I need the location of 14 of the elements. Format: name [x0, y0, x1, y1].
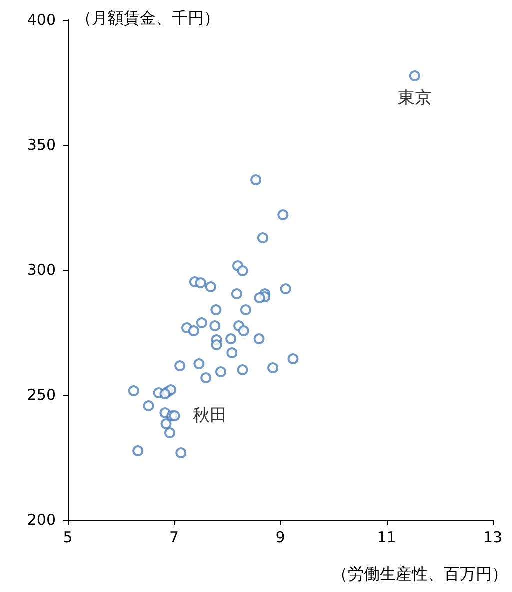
y-tick-label: 250 [27, 386, 56, 404]
y-tick-label: 350 [27, 136, 56, 154]
y-axis-title: （月額賃金、千円） [76, 8, 220, 28]
y-tick-label: 400 [27, 11, 56, 29]
y-tick-label: 200 [27, 511, 56, 529]
x-tick-label: 13 [483, 528, 503, 546]
x-tick-label: 5 [63, 528, 73, 546]
y-tick-label: 300 [27, 261, 56, 279]
x-tick-label: 7 [169, 528, 180, 546]
x-tick-label: 9 [276, 528, 286, 546]
x-axis-title: （労働生産性、百万円） [332, 564, 508, 584]
x-tick-label: 11 [377, 528, 396, 546]
annotation: 秋田 [192, 406, 227, 426]
annotation: 東京 [398, 88, 432, 108]
